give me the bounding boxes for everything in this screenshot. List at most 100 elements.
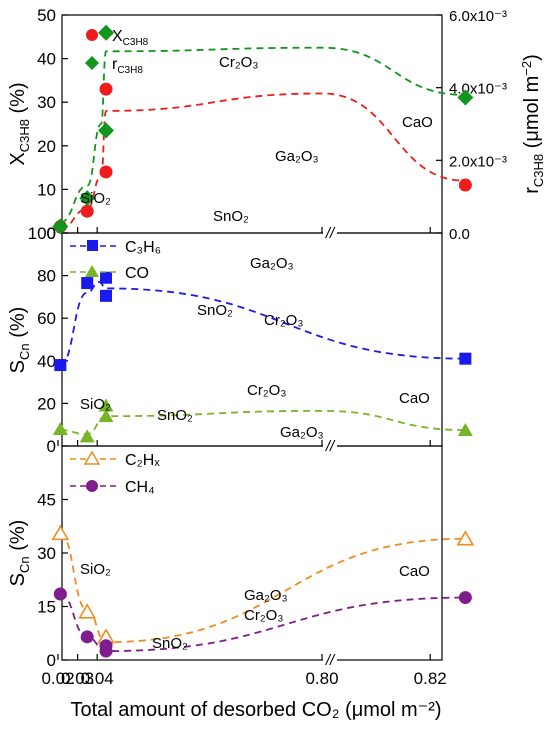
y-tick-label: 0	[47, 224, 56, 243]
annotation-ga2o3: Ga₂O₃	[244, 587, 288, 604]
annotation-cr2o3: Cr₂O₃	[219, 54, 258, 71]
trend-curve-c3h6	[59, 281, 466, 366]
data-point-ch4	[458, 591, 472, 605]
annotation-cr2o3-c3h6: Cr₂O₃	[264, 312, 303, 329]
legend-label-co: CO	[125, 265, 149, 282]
y-tick-label: 0	[47, 651, 56, 670]
data-point-x-c3h8	[458, 178, 472, 192]
x-tick-label: 0.03	[61, 669, 94, 688]
annotation-cao: CaO	[402, 114, 433, 131]
annotation-ga2o3: Ga₂O₃	[275, 148, 319, 165]
data-point-x-c3h8	[99, 82, 113, 96]
bottom-panel-frame	[61, 445, 443, 661]
data-point-x-c3h8	[99, 165, 113, 179]
data-point-r-c3h8	[98, 24, 115, 41]
legend-marker-x-c3h8	[86, 29, 98, 41]
data-point-x-c3h8	[80, 204, 94, 218]
bottom-annotations: SiO₂ SnO₂ Ga₂O₃ Cr₂O₃ CaO	[80, 561, 430, 652]
x-tick-label: 0.80	[305, 669, 338, 688]
data-point-c3h6	[100, 271, 113, 284]
data-point-ch4	[53, 587, 67, 601]
data-point-r-c3h8	[98, 122, 115, 139]
middle-annotations: Ga₂O₃ SnO₂ Cr₂O₃ SiO₂ SnO₂ Cr₂O₃ Ga₂O₃ C…	[80, 255, 430, 441]
y-tick-label: 100	[28, 224, 56, 243]
legend-marker-r-c3h8	[85, 56, 99, 70]
annotation-sno2: SnO₂	[213, 208, 249, 225]
y-tick-label: 45	[37, 491, 56, 510]
bottom-legend: C₂Hₓ CH₄	[70, 450, 160, 496]
x-tick-label: 0.82	[414, 669, 447, 688]
legend-label-r-c3h8: rC3H8	[112, 56, 143, 76]
data-point-c3h6	[54, 359, 67, 372]
y-tick-label: 80	[37, 267, 56, 286]
annotation-sio2: SiO₂	[80, 561, 111, 578]
x-axis-title: Total amount of desorbed CO₂ (μmol m⁻²)	[70, 699, 441, 721]
axis-break-mark: //	[325, 225, 336, 242]
middle-y-axis-title: SCn (%)	[7, 307, 32, 374]
annotation-sio2: SiO₂	[80, 396, 111, 413]
legend-marker-ch4	[86, 480, 98, 492]
trend-curve-r-c3h8	[60, 46, 466, 223]
y-tick-label: 15	[37, 598, 56, 617]
annotation-sno2: SnO₂	[152, 635, 188, 652]
data-point-co	[98, 409, 114, 423]
axis-break-gap	[323, 441, 337, 451]
annotation-sno2-c3h6: SnO₂	[197, 302, 233, 319]
data-point-c3h6	[459, 352, 472, 365]
y-tick-label-right: 0.0	[449, 226, 470, 243]
y-tick-label: 40	[37, 352, 56, 371]
legend-label-c2hx: C₂Hₓ	[125, 452, 160, 469]
legend-marker-c3h6	[87, 240, 98, 251]
annotation-ga2o3-top: Ga₂O₃	[250, 255, 294, 272]
annotation-ga2o3-co: Ga₂O₃	[280, 424, 324, 441]
y-tick-label: 50	[37, 6, 56, 25]
y-tick-label-right: 6.0x10⁻³	[449, 8, 507, 25]
data-point-c3h6	[100, 289, 113, 302]
top-y-axis-title-right: rC3H8 (μmol m−2)	[519, 54, 546, 194]
top-annotations: SiO₂ SnO₂ Ga₂O₃ Cr₂O₃ CaO	[80, 54, 433, 225]
y-tick-label-right: 4.0x10⁻³	[449, 81, 507, 98]
y-tick-label: 40	[37, 50, 56, 69]
annotation-cao: CaO	[399, 563, 430, 580]
axis-break-gap	[323, 655, 337, 665]
y-tick-label: 20	[37, 137, 56, 156]
y-tick-label: 10	[37, 180, 56, 199]
data-point-r-c3h8	[457, 89, 474, 106]
y-tick-label-right: 2.0x10⁻³	[449, 153, 507, 170]
data-point-c2hx	[78, 603, 97, 619]
data-point-r-c3h8	[79, 190, 96, 207]
data-point-co	[457, 423, 473, 437]
y-tick-label: 30	[37, 93, 56, 112]
middle-legend: C₃H₆ CO	[70, 239, 161, 282]
annotation-cr2o3: Cr₂O₃	[244, 607, 283, 624]
annotation-cr2o3-co: Cr₂O₃	[247, 382, 286, 399]
annotation-sio2: SiO₂	[80, 190, 111, 207]
legend-label-ch4: CH₄	[125, 479, 155, 496]
top-y-axis-title-left: XC3H8 (%)	[7, 82, 32, 165]
data-point-c2hx	[456, 530, 475, 546]
data-point-co	[52, 421, 68, 435]
legend-marker-c2hx	[83, 450, 101, 465]
annotation-sno2-co: SnO₂	[157, 407, 193, 424]
y-tick-label: 60	[37, 309, 56, 328]
legend-label-c3h6: C₃H₆	[125, 239, 161, 256]
bottom-y-axis-title: SCn (%)	[7, 520, 32, 587]
data-point-c3h6	[81, 277, 94, 290]
data-point-r-c3h8	[52, 218, 69, 235]
y-tick-label: 30	[37, 544, 56, 563]
y-tick-label: 0	[47, 437, 56, 456]
y-tick-label: 20	[37, 394, 56, 413]
data-point-co	[79, 429, 95, 443]
axis-break-mark: //	[325, 652, 336, 669]
legend-marker-co	[85, 265, 99, 277]
axis-break-mark: //	[325, 438, 336, 455]
legend-label-x-c3h8: XC3H8	[112, 28, 149, 48]
annotation-cao: CaO	[399, 390, 430, 407]
x-tick-label: 0.04	[81, 669, 114, 688]
trend-curve-co	[60, 409, 466, 436]
data-point-c2hx	[51, 524, 70, 541]
data-point-co	[98, 398, 114, 412]
data-point-ch4	[99, 644, 113, 658]
axis-break-gap	[323, 228, 337, 238]
